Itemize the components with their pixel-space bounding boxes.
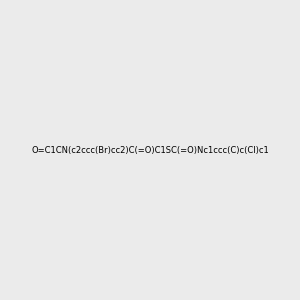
Text: O=C1CN(c2ccc(Br)cc2)C(=O)C1SC(=O)Nc1ccc(C)c(Cl)c1: O=C1CN(c2ccc(Br)cc2)C(=O)C1SC(=O)Nc1ccc(…: [31, 146, 269, 154]
